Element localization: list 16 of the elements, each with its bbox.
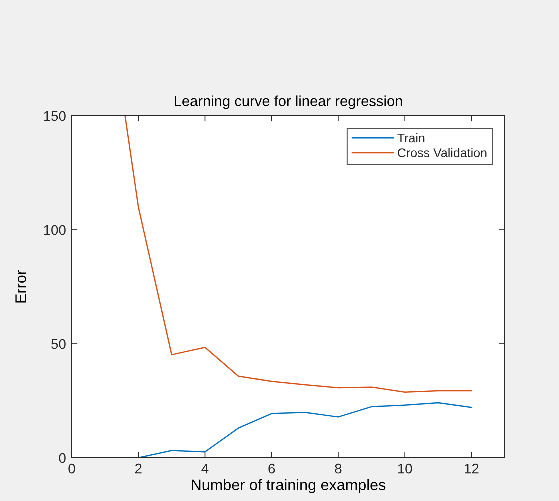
y-tick-label: 50 bbox=[52, 339, 66, 350]
x-tick-label: 8 bbox=[335, 464, 342, 474]
x-tick-label: 6 bbox=[268, 464, 276, 474]
y-axis-title: Error bbox=[16, 270, 26, 303]
y-tick-label: 100 bbox=[44, 225, 66, 236]
x-tick-label: 4 bbox=[202, 464, 209, 474]
x-axis-title: Number of training examples bbox=[192, 479, 386, 494]
legend-label: Train bbox=[398, 134, 425, 143]
x-tick-label: 0 bbox=[68, 464, 76, 474]
x-tick-label: 10 bbox=[398, 464, 412, 474]
x-tick-label: 2 bbox=[135, 464, 142, 474]
legend-label: Cross Validation bbox=[398, 148, 487, 158]
x-tick-label: 12 bbox=[465, 464, 479, 474]
chart-title: Learning curve for linear regression bbox=[175, 96, 402, 110]
y-tick-label: 150 bbox=[44, 111, 66, 122]
y-tick-label: 0 bbox=[59, 453, 66, 464]
